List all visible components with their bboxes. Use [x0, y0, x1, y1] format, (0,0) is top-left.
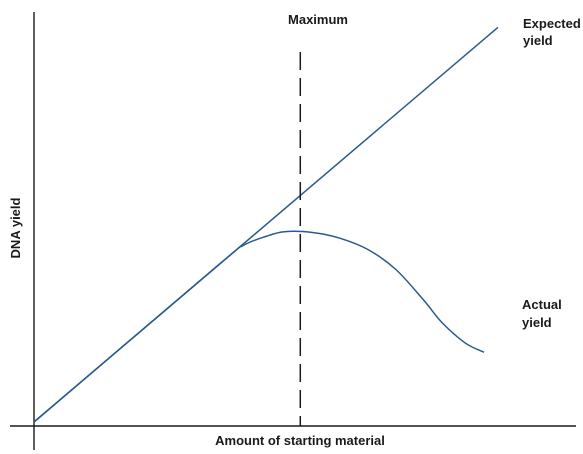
axes: [10, 12, 576, 450]
y-axis-label: DNA yield: [8, 197, 23, 258]
actual-yield-label-line-2: yield: [522, 315, 552, 330]
actual-yield-label-line-1: Actual: [522, 297, 562, 312]
x-axis-label: Amount of starting material: [215, 433, 385, 448]
maximum-label: Maximum: [288, 12, 348, 27]
series-line-actual-yield: [33, 230, 485, 423]
expected-yield-label-line-2: yield: [523, 33, 553, 48]
series-layer: [33, 26, 499, 423]
expected-yield-label-line-1: Expected: [523, 16, 581, 31]
actual-yield-label: Actual yield: [522, 297, 565, 330]
expected-yield-label: Expected yield: [523, 16, 583, 48]
